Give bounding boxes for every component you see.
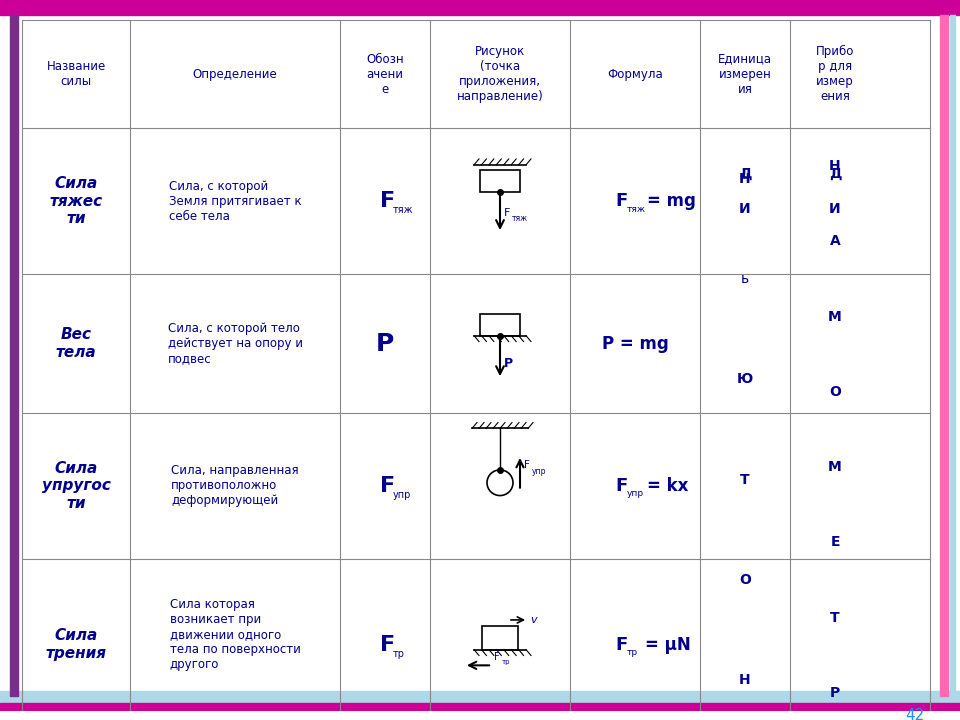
Text: Е: Е <box>830 536 840 549</box>
Text: F: F <box>615 636 627 654</box>
Text: Прибо
р для
измер
ения: Прибо р для измер ения <box>816 45 854 103</box>
Text: М: М <box>828 460 842 474</box>
Text: упр: упр <box>532 467 546 477</box>
Text: F: F <box>524 460 530 470</box>
Text: тр: тр <box>627 648 638 657</box>
Bar <box>0 703 960 711</box>
Text: Название
силы: Название силы <box>46 60 106 88</box>
Text: Рисунок
(точка
приложения,
направление): Рисунок (точка приложения, направление) <box>457 45 543 103</box>
Text: Д: Д <box>828 167 841 181</box>
Text: F: F <box>494 652 499 662</box>
Text: Ю: Ю <box>737 372 754 386</box>
Text: упр: упр <box>393 490 412 500</box>
Text: 42: 42 <box>905 708 925 720</box>
Text: P: P <box>376 331 395 356</box>
Text: F: F <box>615 477 627 495</box>
Text: ь: ь <box>741 272 749 286</box>
Text: Сила
тяжес
ти: Сила тяжес ти <box>49 176 103 226</box>
Text: v: v <box>530 615 537 625</box>
Text: Д: Д <box>739 167 752 181</box>
Text: = kx: = kx <box>647 477 688 495</box>
Text: Сила
упругос
ти: Сила упругос ти <box>41 461 110 510</box>
Text: Н: Н <box>829 159 841 173</box>
Text: Т: Т <box>830 611 840 624</box>
Text: Обозн
ачени
е: Обозн ачени е <box>366 53 404 96</box>
Bar <box>940 15 948 696</box>
Bar <box>480 170 520 192</box>
Text: О: О <box>739 573 751 587</box>
Text: Р: Р <box>829 686 840 700</box>
Bar <box>10 15 18 696</box>
Text: тяж: тяж <box>512 214 528 222</box>
Text: F: F <box>615 192 627 210</box>
Text: М: М <box>828 310 842 323</box>
Text: F: F <box>380 192 396 212</box>
Text: Сила которая
возникает при
движении одного
тела по поверхности
другого: Сила которая возникает при движении одно… <box>170 598 300 671</box>
Text: Сила, с которой
Земля притягивает к
себе тела: Сила, с которой Земля притягивает к себе… <box>169 180 301 223</box>
Bar <box>0 691 960 703</box>
Bar <box>0 0 960 15</box>
Text: И: И <box>829 202 841 216</box>
Text: F: F <box>380 634 396 654</box>
Bar <box>482 626 518 649</box>
Text: = μN: = μN <box>645 636 691 654</box>
Text: Н: Н <box>739 171 751 186</box>
Text: Сила
трения: Сила трения <box>45 629 107 661</box>
Text: упр: упр <box>627 489 644 498</box>
Text: = mg: = mg <box>647 192 696 210</box>
Text: И: И <box>739 202 751 216</box>
Bar <box>950 15 955 696</box>
Text: Определение: Определение <box>193 68 277 81</box>
Text: тяж: тяж <box>393 205 414 215</box>
Text: F: F <box>380 476 396 495</box>
Text: тяж: тяж <box>627 204 646 214</box>
Text: О: О <box>829 384 841 399</box>
Bar <box>480 314 520 336</box>
Text: Сила, с которой тело
действует на опору и
подвес: Сила, с которой тело действует на опору … <box>167 322 302 365</box>
Text: Единица
измерен
ия: Единица измерен ия <box>718 53 772 96</box>
Text: тр: тр <box>502 660 511 665</box>
Text: Сила, направленная
противоположно
деформирующей: Сила, направленная противоположно деформ… <box>171 464 299 507</box>
Text: Т: Т <box>740 472 750 487</box>
Text: Н: Н <box>739 673 751 688</box>
Text: F: F <box>504 208 511 218</box>
Text: P: P <box>504 357 514 370</box>
Text: А: А <box>829 234 840 248</box>
Text: Вес
тела: Вес тела <box>56 328 96 360</box>
Text: P = mg: P = mg <box>602 335 668 353</box>
Text: Формула: Формула <box>607 68 662 81</box>
Text: тр: тр <box>393 649 405 659</box>
